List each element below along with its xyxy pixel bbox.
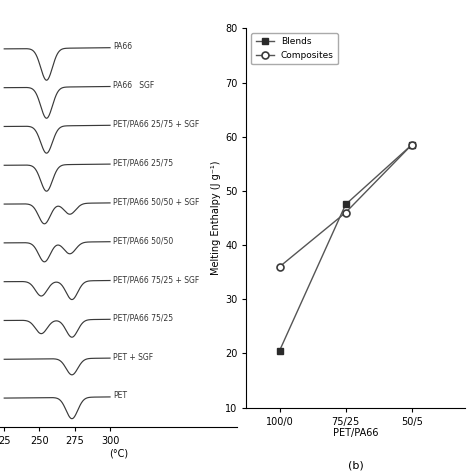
Text: PET/PA66 50/50 + SGF: PET/PA66 50/50 + SGF [113,198,199,207]
Text: PET/PA66 25/75: PET/PA66 25/75 [113,159,173,168]
Text: PET/PA66 25/75 + SGF: PET/PA66 25/75 + SGF [113,120,199,129]
Composites [277,264,283,270]
Blends [343,201,348,207]
Blends [277,348,283,354]
Text: PET: PET [113,392,127,401]
Text: PET + SGF: PET + SGF [113,353,153,362]
Text: PET/PA66 50/50: PET/PA66 50/50 [113,236,173,245]
Text: PET/PA66 75/25 + SGF: PET/PA66 75/25 + SGF [113,275,199,284]
X-axis label: PET/PA66: PET/PA66 [333,428,378,438]
Composites [343,210,348,216]
Text: PA66   SGF: PA66 SGF [113,81,154,90]
X-axis label: (°C): (°C) [109,448,128,458]
Text: PA66: PA66 [113,42,132,51]
Text: (b): (b) [347,461,364,471]
Y-axis label: Melting Enthalpy (J g⁻¹): Melting Enthalpy (J g⁻¹) [211,161,221,275]
Line: Blends: Blends [276,141,415,354]
Legend: Blends, Composites: Blends, Composites [251,33,338,64]
Text: PET/PA66 75/25: PET/PA66 75/25 [113,314,173,323]
Line: Composites: Composites [276,141,415,270]
Blends [409,142,414,148]
Composites [409,142,414,148]
